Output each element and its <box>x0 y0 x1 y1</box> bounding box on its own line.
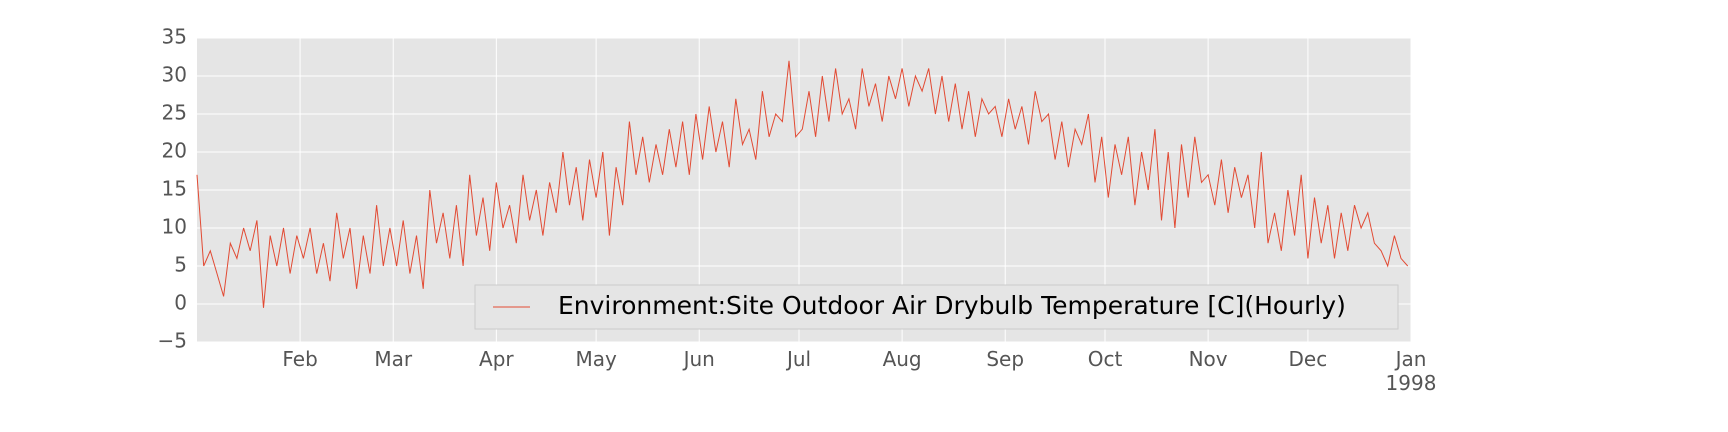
y-tick-label: 15 <box>162 177 187 201</box>
x-tick-label-line: Sep <box>986 347 1024 371</box>
x-tick-label-line: Aug <box>883 347 922 371</box>
x-tick-label: May <box>575 347 617 371</box>
legend-label: Environment:Site Outdoor Air Drybulb Tem… <box>558 291 1346 320</box>
x-tick-label-line: 1998 <box>1386 371 1437 395</box>
x-tick-label: Jun <box>682 347 715 371</box>
x-tick-label-line: Nov <box>1189 347 1228 371</box>
x-tick-label: Feb <box>282 347 317 371</box>
x-tick-label: Nov <box>1189 347 1228 371</box>
x-tick-label-line: Dec <box>1289 347 1328 371</box>
x-tick-label: Dec <box>1289 347 1328 371</box>
x-tick-label-line: Oct <box>1088 347 1123 371</box>
x-tick-label: Mar <box>374 347 413 371</box>
x-tick-label-line: Jul <box>785 347 811 371</box>
x-tick-label-line: Feb <box>282 347 317 371</box>
x-tick-label-line: Apr <box>479 347 514 371</box>
y-tick-label: 20 <box>162 139 187 163</box>
series-line <box>196 60 1409 308</box>
x-tick-label: Apr <box>479 347 514 371</box>
y-tick-label: 35 <box>162 25 187 49</box>
y-tick-label: 5 <box>174 253 187 277</box>
x-tick-label: Sep <box>986 347 1024 371</box>
y-tick-label: 10 <box>162 215 187 239</box>
y-tick-label: −5 <box>158 329 187 353</box>
y-tick-label: 30 <box>162 63 187 87</box>
x-tick-label-line: Mar <box>374 347 413 371</box>
x-tick-label: Jul <box>785 347 811 371</box>
y-tick-label: 0 <box>174 291 187 315</box>
x-tick-label-line: Jun <box>682 347 715 371</box>
x-tick-label: Oct <box>1088 347 1123 371</box>
legend-box <box>474 284 1399 330</box>
x-tick-label-line: May <box>575 347 617 371</box>
y-tick-label: 25 <box>162 101 187 125</box>
x-tick-label-line: Jan <box>1394 347 1427 371</box>
x-tick-label: Aug <box>883 347 922 371</box>
x-tick-label: Jan 1998 <box>1386 347 1437 395</box>
